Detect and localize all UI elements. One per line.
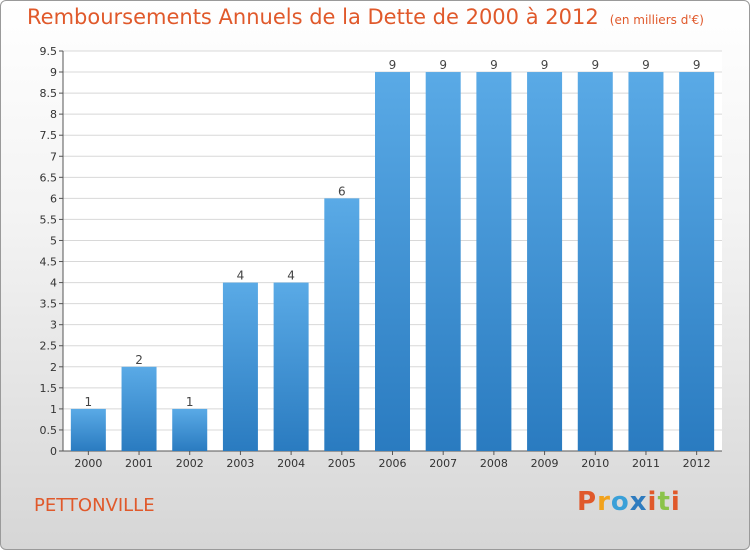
commune-name: PETTONVILLE: [34, 495, 155, 516]
bar: [70, 408, 106, 451]
x-tick-label: 2011: [632, 457, 660, 470]
bar-value-label: 9: [439, 58, 447, 72]
chart-unit: (en milliers d'€): [609, 13, 704, 27]
bar-value-label: 9: [591, 58, 599, 72]
x-tick-label: 2000: [74, 457, 102, 470]
y-tick-label: 6: [50, 192, 57, 205]
y-tick-label: 0: [50, 445, 57, 458]
y-tick-label: 7: [50, 150, 57, 163]
bar-value-label: 1: [85, 395, 93, 409]
y-tick-label: 5: [50, 234, 57, 247]
bar-value-label: 2: [135, 353, 143, 367]
bar: [527, 72, 563, 451]
bar: [172, 408, 208, 451]
logo-letter: t: [657, 487, 671, 517]
logo-letter: P: [577, 487, 598, 517]
x-tick-label: 2009: [531, 457, 559, 470]
bar: [222, 282, 258, 451]
y-tick-label: 7.5: [40, 129, 58, 142]
bar: [375, 72, 410, 451]
y-tick-label: 9: [50, 66, 57, 79]
x-tick-label: 2010: [581, 457, 609, 470]
y-tick-label: 4.5: [40, 256, 58, 269]
bar-value-label: 9: [490, 58, 498, 72]
chart-title: Remboursements Annuels de la Dette de 20…: [27, 5, 704, 29]
bar: [628, 72, 664, 451]
y-tick-label: 5.5: [40, 213, 58, 226]
logo-letter: i: [670, 487, 681, 517]
y-tick-label: 4: [50, 277, 57, 290]
y-tick-label: 3.5: [40, 298, 58, 311]
bar-value-label: 6: [338, 184, 346, 198]
bar-value-label: 9: [389, 58, 397, 72]
bar-value-label: 9: [642, 58, 650, 72]
x-tick-label: 2007: [429, 457, 457, 470]
y-tick-label: 1: [50, 403, 57, 416]
logo-letter: o: [610, 487, 630, 517]
bar-value-label: 4: [237, 269, 245, 283]
bar-value-label: 4: [287, 269, 295, 283]
bar-value-label: 9: [541, 58, 549, 72]
bar-value-label: 1: [186, 395, 194, 409]
logo-letter: i: [647, 487, 658, 517]
logo-letter: x: [629, 487, 648, 517]
x-tick-label: 2012: [683, 457, 711, 470]
x-tick-label: 2008: [480, 457, 508, 470]
bar: [273, 282, 309, 451]
x-tick-label: 2005: [328, 457, 356, 470]
bar: [476, 72, 512, 451]
y-tick-label: 1.5: [40, 382, 58, 395]
bar: [425, 72, 461, 451]
y-tick-label: 8.5: [40, 87, 58, 100]
x-tick-label: 2004: [277, 457, 305, 470]
x-tick-label: 2002: [176, 457, 204, 470]
y-tick-label: 2.5: [40, 340, 58, 353]
y-tick-label: 9.5: [40, 45, 58, 58]
y-tick-label: 2: [50, 361, 57, 374]
x-tick-label: 2001: [125, 457, 153, 470]
chart-title-main: Remboursements Annuels de la Dette de 20…: [27, 5, 599, 29]
y-tick-label: 3: [50, 319, 57, 332]
y-tick-label: 8: [50, 108, 57, 121]
x-tick-label: 2006: [379, 457, 407, 470]
y-tick-label: 0.5: [40, 424, 58, 437]
logo-letter: r: [597, 487, 611, 517]
bar: [121, 366, 157, 451]
bar: [324, 198, 360, 451]
bar-value-label: 9: [693, 58, 701, 72]
y-tick-label: 6.5: [40, 171, 58, 184]
x-tick-label: 2003: [226, 457, 254, 470]
proxiti-logo: Proxiti: [577, 487, 681, 517]
bar: [679, 72, 715, 451]
bar: [577, 72, 613, 451]
